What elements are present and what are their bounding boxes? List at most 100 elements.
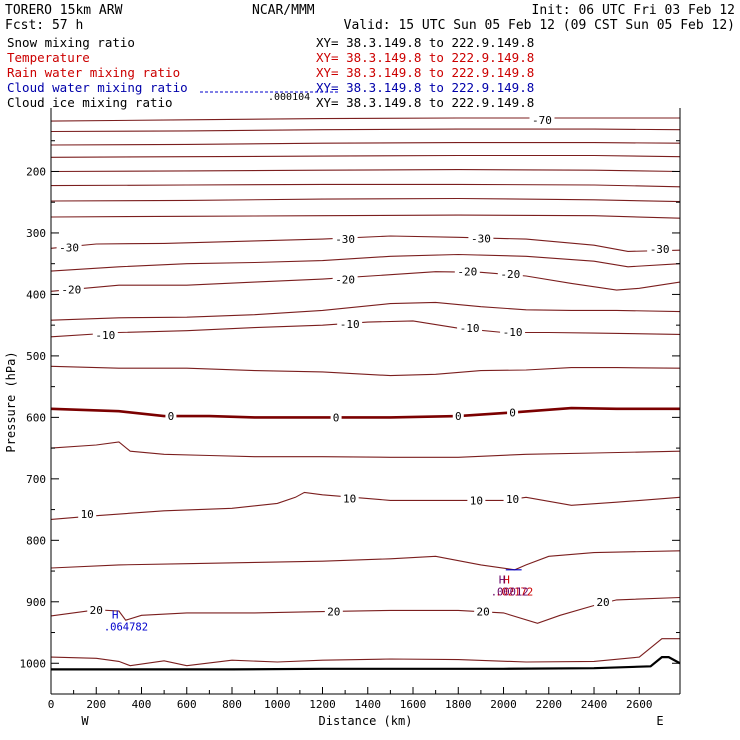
max-marker-symbol: H [499, 573, 506, 586]
center-label: NCAR/MMM [252, 3, 315, 18]
isotherm-minus60 [51, 142, 680, 146]
contour-label: 10 [470, 494, 483, 507]
contour-label-bg [497, 268, 523, 280]
header: TORERO 15km ARW NCAR/MMM Init: 06 UTC Fr… [5, 3, 735, 110]
y-tick-label: 200 [26, 165, 46, 178]
max-marker-value: .00012 [491, 586, 529, 598]
y-tick-label: 600 [26, 411, 46, 424]
field-xy-rain: XY= 38.3.149.8 to 222.9.149.8 [316, 65, 534, 80]
isotherm-minus65 [51, 128, 680, 133]
contour-label-bg [330, 411, 342, 423]
y-tick-label: 900 [26, 596, 46, 609]
x-tick-label: 600 [177, 698, 197, 711]
contour-label-bg [78, 507, 97, 519]
x-tick-label: 2400 [581, 698, 608, 711]
contour-label-bg [87, 603, 106, 615]
y-tick-label: 800 [26, 534, 46, 547]
field-label-cloud-ice: Cloud ice mixing ratio [7, 95, 173, 110]
contour-label: -30 [471, 232, 491, 245]
x-tick-label: 400 [132, 698, 152, 711]
contour-label-bg [457, 322, 483, 334]
x-tick-label: 0 [48, 698, 55, 711]
contour-label-bg [324, 605, 343, 617]
contour-label: 0 [333, 411, 340, 424]
contour-label-bg [337, 317, 363, 329]
isotherm-minus35 [51, 214, 680, 219]
field-label-rain: Rain water mixing ratio [7, 65, 180, 80]
contour-label: -30 [335, 233, 355, 246]
contour-label-bg [340, 492, 359, 504]
isotherm-10 [51, 491, 680, 520]
isotherm-minus30 [51, 235, 680, 252]
max-marker-symbol: H [503, 573, 510, 586]
contour-label-bg [332, 273, 358, 285]
y-tick-label: 1000 [20, 657, 47, 670]
y-tick-label: 400 [26, 288, 46, 301]
contour-label-bg [165, 410, 177, 422]
contour-label-bg [503, 493, 522, 505]
contour-label: -20 [457, 266, 477, 279]
x-tick-label: 800 [222, 698, 242, 711]
contour-label: -20 [335, 274, 355, 287]
init-time: Init: 06 UTC Fri 03 Feb 12 [532, 3, 736, 18]
isotherm-minus20 [51, 271, 680, 292]
contour-label-bg [56, 241, 82, 253]
contour-label-bg [468, 232, 494, 244]
contour-label: -10 [503, 326, 523, 339]
x-tick-label: 200 [86, 698, 106, 711]
contour-label: -20 [61, 284, 81, 297]
contour-label: 20 [327, 606, 340, 619]
field-xy-temperature: XY= 38.3.149.8 to 222.9.149.8 [316, 50, 534, 65]
model-title: TORERO 15km ARW [5, 3, 123, 18]
contour-label-bg [529, 113, 555, 125]
contour-label: -10 [95, 329, 115, 342]
contour-label-bg [500, 325, 526, 337]
field-xy-cloud-ice: XY= 38.3.149.8 to 222.9.149.8 [316, 95, 534, 110]
contour-label: -10 [340, 318, 360, 331]
contour-label-bg [58, 283, 84, 295]
x-tick-label: 1400 [355, 698, 382, 711]
field-label-cloud-water: Cloud water mixing ratio [7, 80, 188, 95]
contour-label: 0 [168, 410, 175, 423]
y-tick-label: 500 [26, 350, 46, 363]
forecast-hour: Fcst: 57 h [5, 18, 83, 33]
contour-label-bg [507, 406, 519, 418]
contour-label: 20 [596, 596, 609, 609]
contour-label-bg [647, 242, 673, 254]
x-tick-label: 1200 [309, 698, 336, 711]
isotherm-minus40 [51, 197, 680, 203]
isotherm-minus15 [51, 301, 680, 321]
contour-label: 10 [506, 493, 519, 506]
isotherm-minus55 [51, 154, 680, 158]
y-tick-label: 300 [26, 227, 46, 240]
isotherm-minus10 [51, 320, 680, 338]
east-endpoint: E [656, 714, 663, 728]
overlay-value: .000104 [268, 92, 310, 103]
max-marker-value: .064782 [104, 621, 148, 633]
isotherm-5 [51, 441, 680, 458]
contour-label: -10 [460, 322, 480, 335]
contour-label-bg [467, 494, 486, 506]
isotherm-minus5 [51, 365, 680, 377]
isotherm-minus45 [51, 183, 680, 188]
x-tick-label: 1000 [264, 698, 291, 711]
contour-label: 10 [81, 508, 94, 521]
contour-label-bg [454, 265, 480, 277]
field-label-temperature: Temperature [7, 50, 90, 65]
y-tick-label: 700 [26, 473, 46, 486]
contour-label-bg [474, 605, 493, 617]
contour-label: -70 [532, 114, 552, 127]
max-marker-symbol: H [112, 608, 119, 621]
contour-label: 10 [343, 493, 356, 506]
isotherm-15 [51, 550, 680, 571]
isotherm-minus25 [51, 253, 680, 272]
west-endpoint: W [81, 714, 89, 728]
x-tick-label: 1600 [400, 698, 427, 711]
valid-time: Valid: 15 UTC Sun 05 Feb 12 (09 CST Sun … [344, 18, 735, 33]
isotherm-0 [51, 406, 680, 419]
contour-label: 20 [477, 606, 490, 619]
y-axis-title: Pressure (hPa) [4, 351, 18, 452]
x-tick-label: 2600 [626, 698, 653, 711]
contour-label-bg [92, 328, 118, 340]
plot-area: -70 -30 -30 -30 -30 -20 -20 -20 -20 -10 -10 -10 -10 0… [4, 108, 681, 728]
